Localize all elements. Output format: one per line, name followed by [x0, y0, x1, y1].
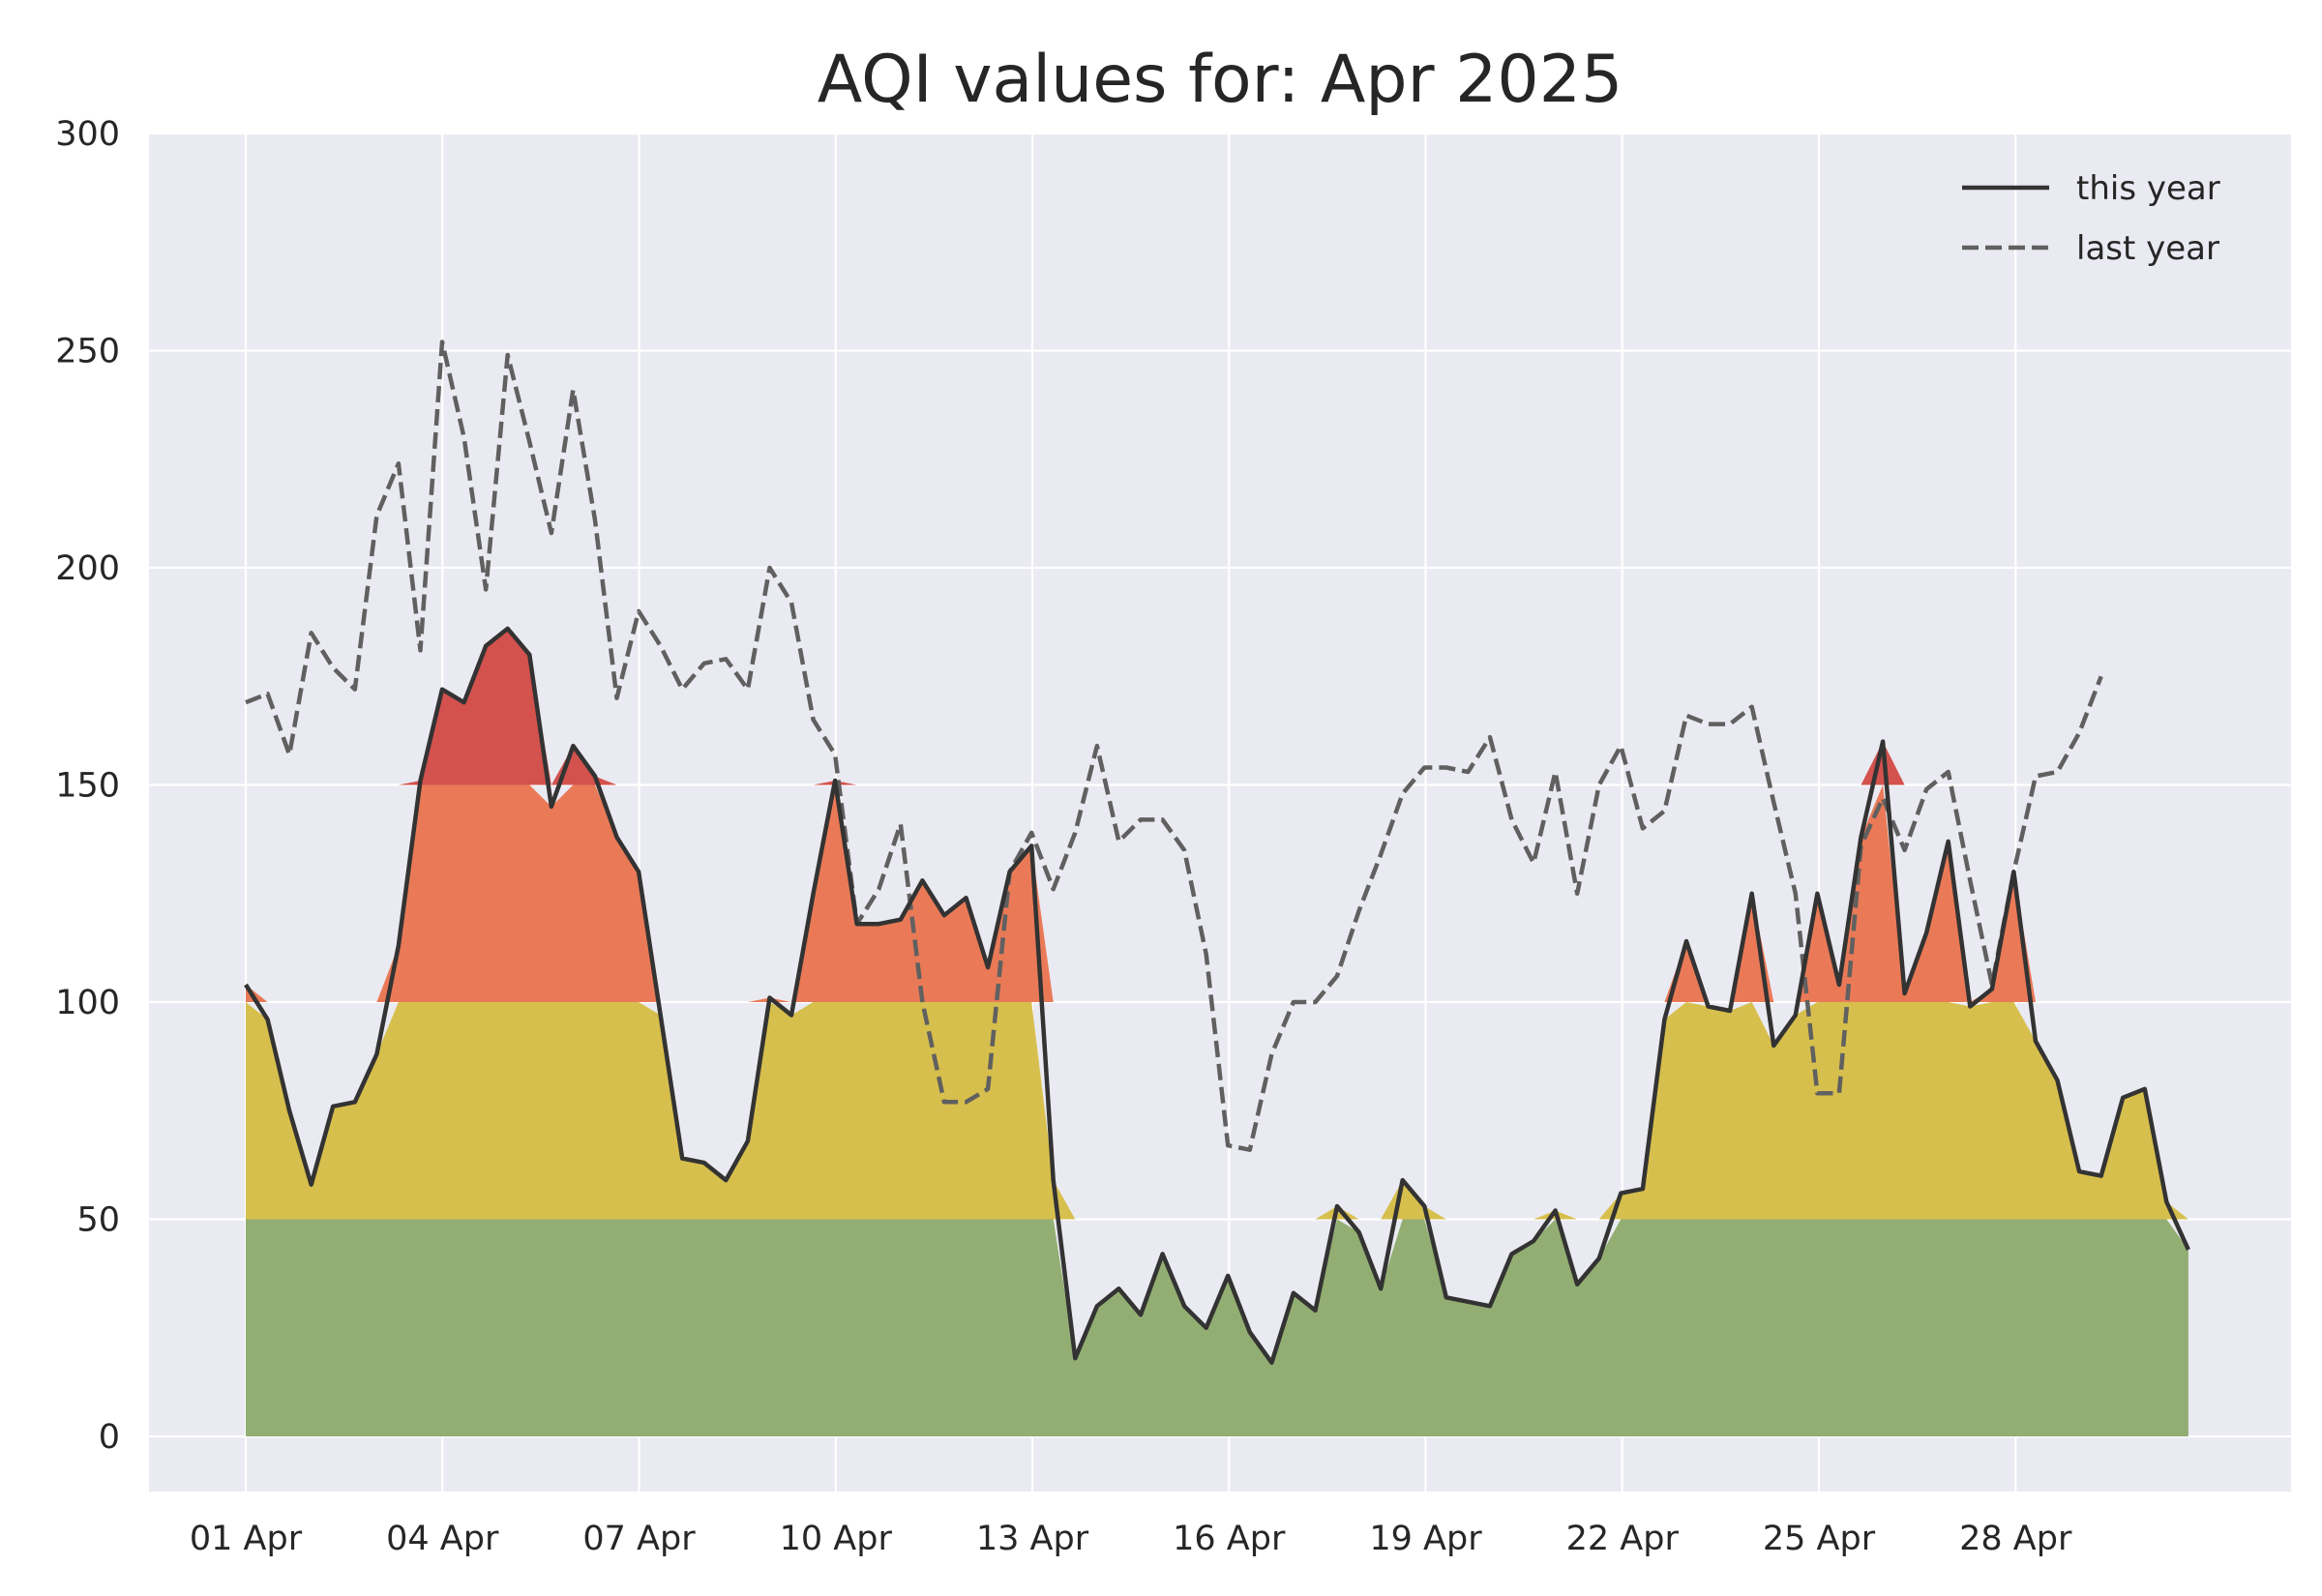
- y-tick-label: 300: [55, 115, 120, 154]
- x-tick-label: 10 Apr: [780, 1520, 893, 1558]
- x-tick-label: 01 Apr: [190, 1520, 303, 1558]
- x-tick-label: 19 Apr: [1369, 1520, 1482, 1558]
- series-lines: [244, 340, 2190, 1365]
- tick-labels: 0 50 100 150 200 250 300 01 Apr 04 Apr 07 Apr 10 A…: [55, 115, 2072, 1558]
- aqi-band-50-100: [246, 1002, 2188, 1220]
- x-tick-label: 28 Apr: [1959, 1520, 2072, 1558]
- x-tick-label: 16 Apr: [1173, 1520, 1286, 1558]
- legend: this year last year: [1962, 169, 2220, 268]
- x-tick-label: 25 Apr: [1763, 1520, 1876, 1558]
- y-tick-label: 150: [55, 767, 120, 806]
- series-line-last-year: [245, 340, 2103, 1152]
- y-tick-label: 0: [99, 1418, 120, 1457]
- y-tick-label: 100: [55, 984, 120, 1022]
- chart-title: AQI values for: Apr 2025: [818, 42, 1622, 118]
- x-tick-label: 22 Apr: [1566, 1520, 1680, 1558]
- x-tick-label: 07 Apr: [582, 1520, 696, 1558]
- aqi-band-0-50: [246, 1219, 2188, 1436]
- y-tick-label: 200: [55, 549, 120, 588]
- legend-label-this-year: this year: [2076, 169, 2220, 208]
- legend-label-last-year: last year: [2076, 229, 2219, 268]
- series-line-this-year: [244, 626, 2190, 1365]
- x-tick-label: 04 Apr: [386, 1520, 499, 1558]
- y-tick-label: 50: [76, 1201, 120, 1240]
- aqi-band-150-200: [246, 628, 2188, 785]
- x-tick-label: 13 Apr: [976, 1520, 1089, 1558]
- y-tick-label: 250: [55, 333, 120, 371]
